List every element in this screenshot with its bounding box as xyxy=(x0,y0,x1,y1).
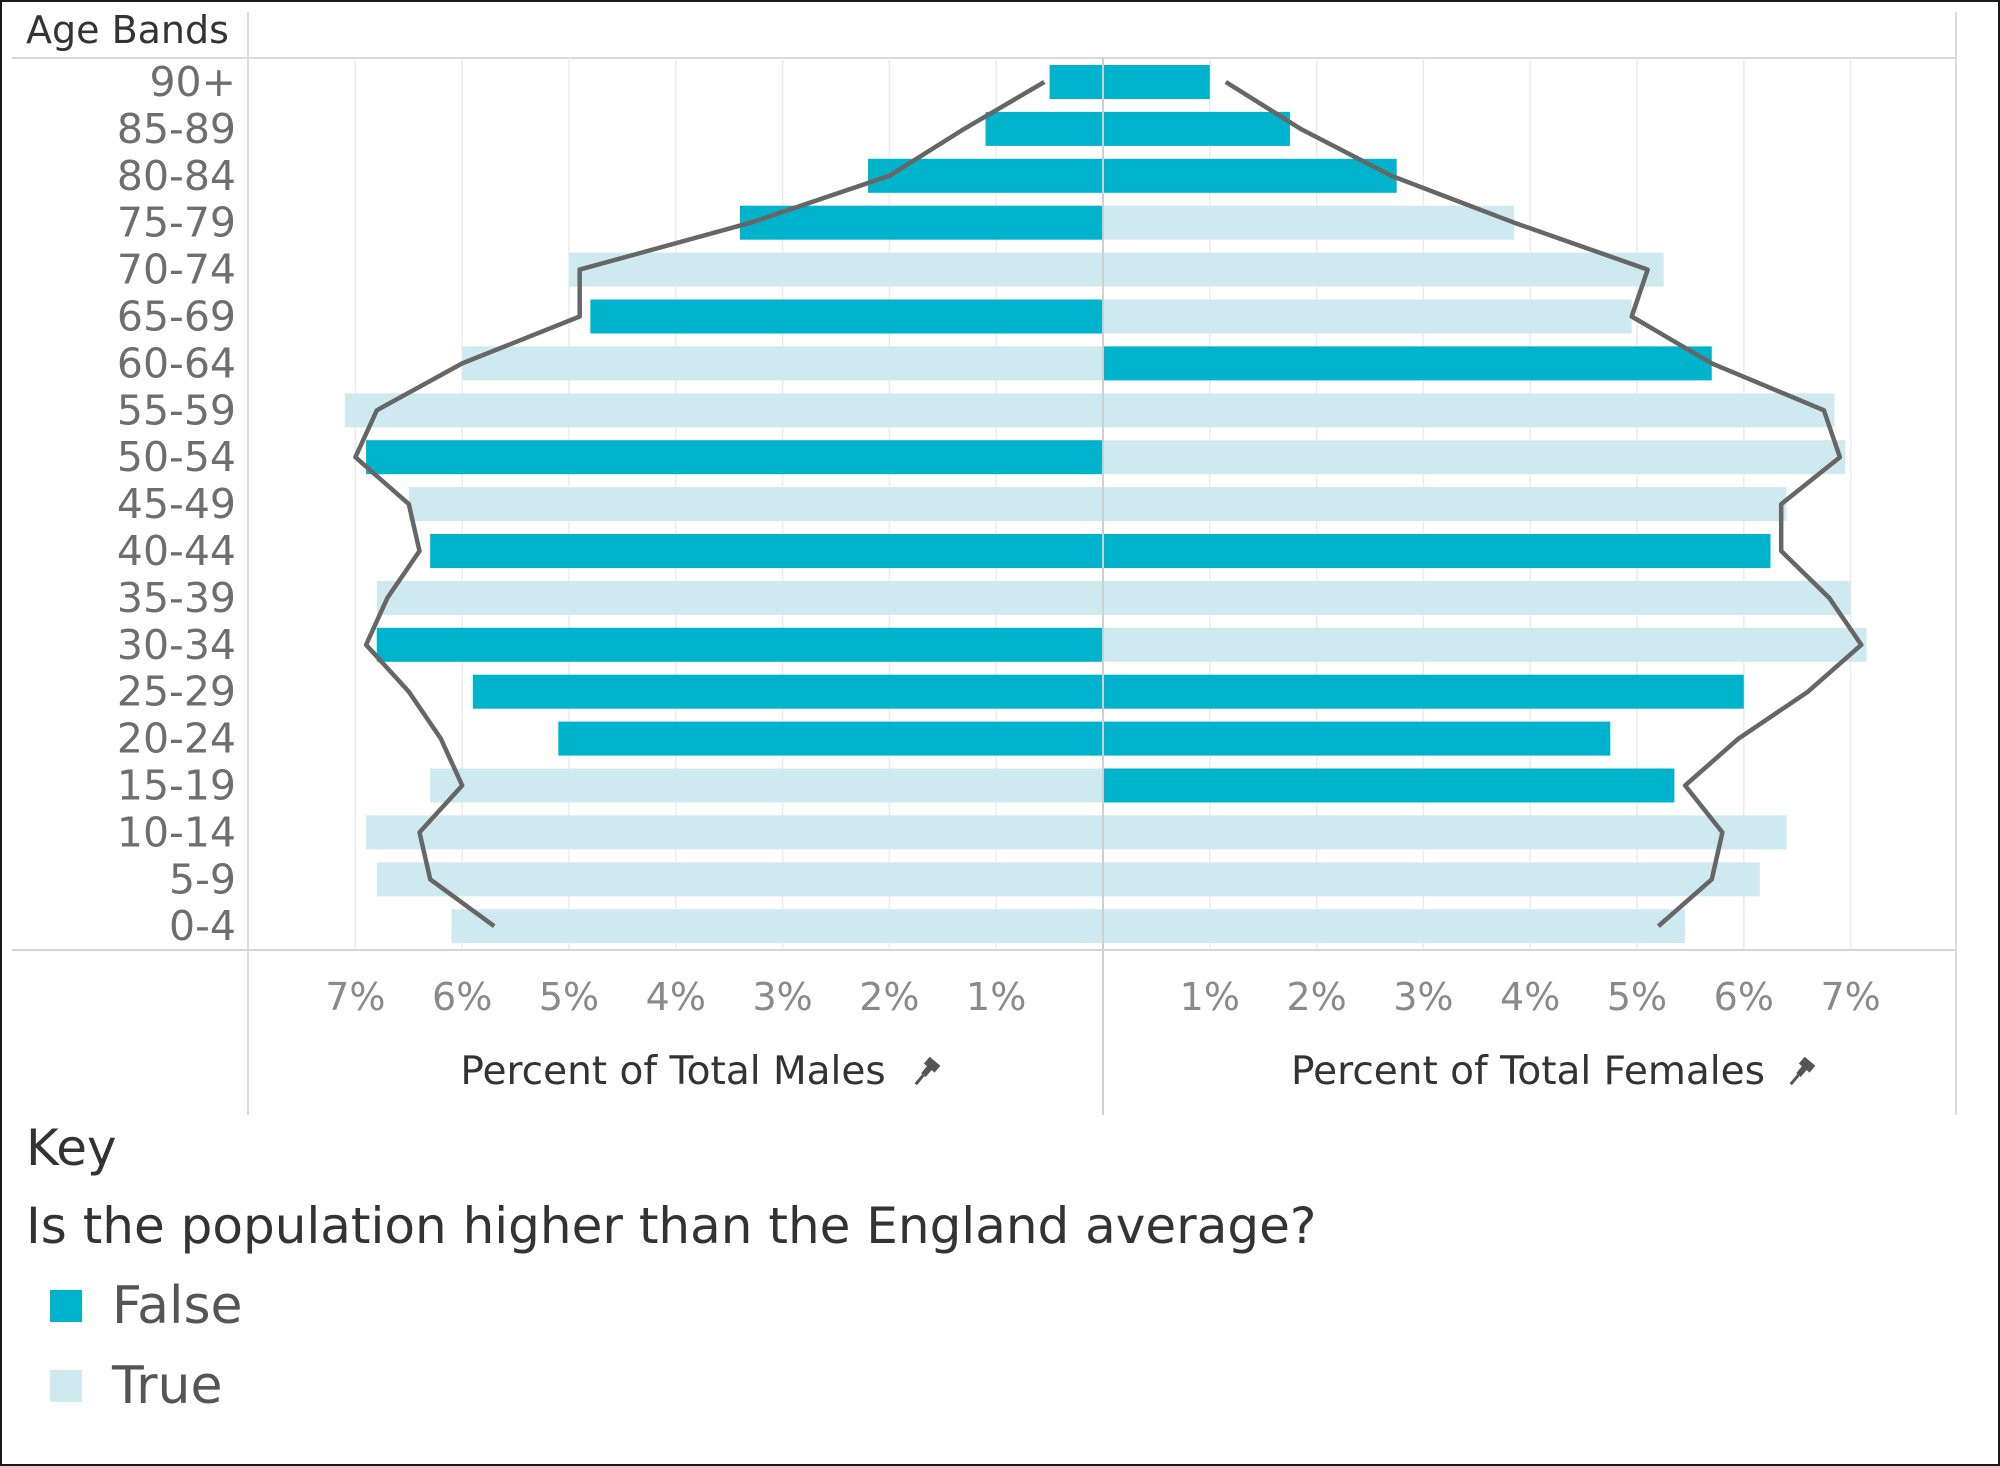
bar-female-75-79 xyxy=(1103,205,1515,240)
bar-male-55-59 xyxy=(344,393,1104,428)
legend-heading: Key xyxy=(26,1119,117,1177)
bar-female-85-89 xyxy=(1103,111,1290,146)
bar-female-65-69 xyxy=(1103,299,1632,334)
pin-icon-males xyxy=(914,1056,941,1086)
pin-icon-females xyxy=(1789,1056,1816,1086)
bar-female-55-59 xyxy=(1103,393,1835,428)
category-label-50-54: 50-54 xyxy=(117,433,236,481)
bar-female-25-29 xyxy=(1103,674,1744,709)
bar-female-20-24 xyxy=(1103,721,1611,756)
bar-female-50-54 xyxy=(1103,440,1846,475)
bar-male-45-49 xyxy=(408,487,1103,522)
category-label-45-49: 45-49 xyxy=(117,480,236,528)
bar-male-5-9 xyxy=(376,862,1103,897)
legend-label-false: False xyxy=(112,1276,243,1336)
category-label-85-89: 85-89 xyxy=(117,105,236,153)
bar-female-70-74 xyxy=(1103,252,1664,287)
category-label-15-19: 15-19 xyxy=(117,762,236,810)
bar-male-35-39 xyxy=(376,580,1103,615)
bar-male-10-14 xyxy=(366,815,1104,850)
tick-label-f-5: 5% xyxy=(1607,975,1667,1019)
category-label-35-39: 35-39 xyxy=(117,574,236,622)
legend-swatch-false xyxy=(50,1290,82,1322)
bar-female-30-34 xyxy=(1103,627,1867,662)
category-label-70-74: 70-74 xyxy=(117,246,236,294)
category-label-20-24: 20-24 xyxy=(117,715,236,763)
bar-male-20-24 xyxy=(558,721,1103,756)
x-axis-title-females: Percent of Total Females xyxy=(1291,1049,1765,1094)
category-label-80-84: 80-84 xyxy=(117,152,236,200)
tick-label-f-1: 1% xyxy=(1180,975,1240,1019)
legend-label-true: True xyxy=(112,1356,223,1416)
tick-label-f-7: 7% xyxy=(1820,975,1880,1019)
category-label-55-59: 55-59 xyxy=(117,386,236,434)
bar-male-15-19 xyxy=(430,768,1103,803)
category-label-90+: 90+ xyxy=(149,58,236,106)
bar-male-90+ xyxy=(1049,65,1103,99)
england-average-line-females xyxy=(1224,80,1864,928)
tick-label-f-6: 6% xyxy=(1714,975,1774,1019)
legend-item-true[interactable]: True xyxy=(26,1356,1316,1416)
category-label-60-64: 60-64 xyxy=(117,339,236,387)
bar-male-25-29 xyxy=(472,674,1103,709)
bar-male-80-84 xyxy=(868,158,1103,193)
tick-label-f-3: 3% xyxy=(1393,975,1453,1019)
category-label-40-44: 40-44 xyxy=(117,527,236,575)
bar-male-50-54 xyxy=(366,440,1104,475)
tick-label-m-3: 3% xyxy=(752,975,812,1019)
category-label-75-79: 75-79 xyxy=(117,199,236,247)
row-header-label: Age Bands xyxy=(26,8,229,52)
tick-label-m-4: 4% xyxy=(646,975,706,1019)
bar-male-60-64 xyxy=(462,346,1103,381)
bar-male-70-74 xyxy=(569,252,1103,287)
bar-male-65-69 xyxy=(590,299,1103,334)
legend-swatch-true xyxy=(50,1370,82,1402)
tick-label-m-2: 2% xyxy=(859,975,919,1019)
england-average-line-males xyxy=(353,80,1046,929)
bar-female-35-39 xyxy=(1103,580,1851,615)
category-label-5-9: 5-9 xyxy=(169,855,236,903)
tick-label-f-2: 2% xyxy=(1286,975,1346,1019)
category-label-0-4: 0-4 xyxy=(169,902,236,950)
bar-male-40-44 xyxy=(430,534,1103,568)
bar-female-10-14 xyxy=(1103,815,1787,850)
tick-label-m-5: 5% xyxy=(539,975,599,1019)
legend-item-false[interactable]: False xyxy=(26,1276,1316,1336)
tick-label-m-6: 6% xyxy=(432,975,492,1019)
bar-male-0-4 xyxy=(451,909,1103,944)
bar-female-45-49 xyxy=(1103,487,1787,522)
bar-female-40-44 xyxy=(1103,534,1771,568)
category-label-25-29: 25-29 xyxy=(117,668,236,716)
legend-question: Is the population higher than the Englan… xyxy=(26,1197,1317,1255)
legend: Key Is the population higher than the En… xyxy=(26,1118,1316,1416)
bar-female-60-64 xyxy=(1103,346,1712,381)
bar-female-0-4 xyxy=(1103,909,1686,944)
tick-label-f-4: 4% xyxy=(1500,975,1560,1019)
bar-female-90+ xyxy=(1103,65,1210,99)
bar-male-30-34 xyxy=(376,627,1103,662)
tick-label-m-7: 7% xyxy=(325,975,385,1019)
tick-label-m-1: 1% xyxy=(966,975,1026,1019)
bar-male-75-79 xyxy=(739,205,1103,240)
bar-male-85-89 xyxy=(985,111,1103,146)
x-axis-title-males: Percent of Total Males xyxy=(460,1049,885,1094)
bar-female-15-19 xyxy=(1103,768,1675,803)
bar-female-5-9 xyxy=(1103,862,1760,897)
category-label-10-14: 10-14 xyxy=(117,808,236,856)
bar-female-80-84 xyxy=(1103,158,1397,193)
category-label-65-69: 65-69 xyxy=(117,293,236,341)
category-label-30-34: 30-34 xyxy=(117,621,236,669)
